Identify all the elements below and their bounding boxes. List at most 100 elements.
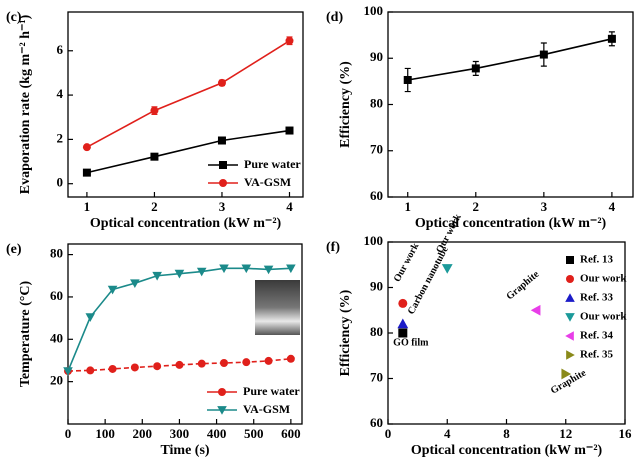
marker: [197, 359, 206, 368]
legend-label: VA-GSM: [243, 402, 290, 416]
marker: [561, 368, 572, 380]
marker: [286, 354, 295, 363]
marker: [130, 363, 139, 372]
annotation: GO film: [393, 337, 429, 348]
marker: [150, 106, 159, 115]
marker: [530, 304, 541, 316]
legend-label: Ref. 35: [580, 349, 613, 361]
x-tick-label: 16: [619, 426, 633, 441]
marker: [441, 264, 453, 274]
marker: [397, 318, 409, 329]
x-tick-label: 4: [286, 199, 293, 214]
y-tick-label: 90: [370, 49, 383, 64]
y-tick-label: 60: [370, 188, 383, 203]
annotation: Graphite: [549, 367, 589, 396]
series-line: [407, 38, 613, 81]
marker: [174, 269, 185, 279]
series-line: [67, 357, 291, 372]
marker: [82, 143, 91, 152]
y-tick-label: 70: [370, 369, 383, 384]
plot-frame: [387, 11, 634, 198]
x-axis-label: Optical concentration (kW m⁻²): [411, 443, 603, 458]
y-tick-label: 60: [370, 415, 383, 430]
marker: [217, 136, 226, 145]
legend-marker: [565, 293, 575, 302]
marker: [217, 78, 226, 87]
x-tick-label: 400: [207, 426, 227, 441]
marker: [153, 362, 162, 371]
y-tick-label: 0: [57, 175, 64, 190]
y-tick-label: 80: [50, 246, 63, 261]
marker: [398, 298, 408, 308]
x-tick-label: 0: [65, 426, 72, 441]
marker: [219, 264, 229, 274]
marker: [398, 328, 408, 338]
marker: [85, 313, 96, 322]
y-axis-label: Efficiency (%): [338, 61, 353, 148]
legend-label: Ref. 33: [580, 292, 613, 304]
annotation: Our work: [392, 241, 422, 284]
marker: [263, 265, 274, 275]
x-tick-label: 4: [609, 199, 616, 214]
annotation: Graphite: [504, 269, 541, 303]
marker: [175, 360, 184, 369]
series-line: [86, 129, 290, 174]
x-axis-label: Time (s): [160, 443, 209, 458]
legend-label: VA-GSM: [244, 175, 291, 189]
panel-label: (e): [6, 242, 22, 257]
marker: [471, 64, 480, 73]
x-tick-label: 3: [219, 199, 226, 214]
legend-marker: [566, 275, 574, 283]
legend-marker: [566, 256, 574, 264]
x-tick-label: 2: [473, 199, 480, 214]
y-axis-label: Temperature (°C): [18, 281, 33, 388]
plot-frame: [67, 243, 303, 425]
marker: [82, 168, 91, 177]
legend-label: Our work: [580, 273, 627, 285]
marker: [152, 271, 162, 281]
x-axis-label: Optical concentration (kW m⁻²): [415, 216, 607, 231]
y-tick-label: 100: [364, 3, 384, 18]
y-tick-label: 90: [370, 278, 383, 293]
y-tick-label: 4: [57, 86, 64, 101]
panel-label: (c): [6, 10, 22, 25]
marker: [607, 34, 616, 43]
y-axis-label: Evaporation rate (kg m⁻² h⁻¹): [18, 14, 33, 194]
x-tick-label: 4: [444, 426, 451, 441]
marker: [63, 367, 73, 376]
x-tick-label: 300: [170, 426, 190, 441]
y-tick-label: 2: [57, 130, 64, 145]
panel-label: (f): [326, 240, 340, 255]
marker: [403, 75, 412, 84]
legend-label: Ref. 34: [580, 330, 613, 342]
y-tick-label: 20: [50, 373, 63, 388]
y-tick-label: 80: [370, 324, 383, 339]
marker: [108, 364, 117, 373]
x-tick-label: 2: [151, 199, 158, 214]
marker: [241, 264, 252, 274]
inset-photo: [255, 280, 300, 335]
y-tick-label: 6: [57, 42, 64, 57]
marker: [242, 358, 251, 367]
marker: [196, 267, 207, 277]
legend-label: Pure water: [244, 157, 301, 171]
y-tick-label: 60: [50, 288, 63, 303]
x-tick-label: 8: [503, 426, 510, 441]
y-tick-label: 40: [50, 330, 63, 345]
marker: [285, 126, 294, 135]
x-tick-label: 3: [541, 199, 548, 214]
x-tick-label: 600: [281, 426, 301, 441]
x-tick-label: 12: [559, 426, 572, 441]
legend-marker: [565, 331, 574, 341]
legend-label: Ref. 13: [580, 254, 613, 266]
marker: [264, 356, 273, 365]
x-tick-label: 1: [404, 199, 411, 214]
legend-marker: [566, 350, 575, 360]
y-tick-label: 80: [370, 95, 383, 110]
y-tick-label: 70: [370, 142, 383, 157]
legend-marker: [219, 161, 227, 169]
marker: [130, 279, 140, 288]
marker: [286, 264, 296, 274]
marker: [86, 366, 95, 375]
